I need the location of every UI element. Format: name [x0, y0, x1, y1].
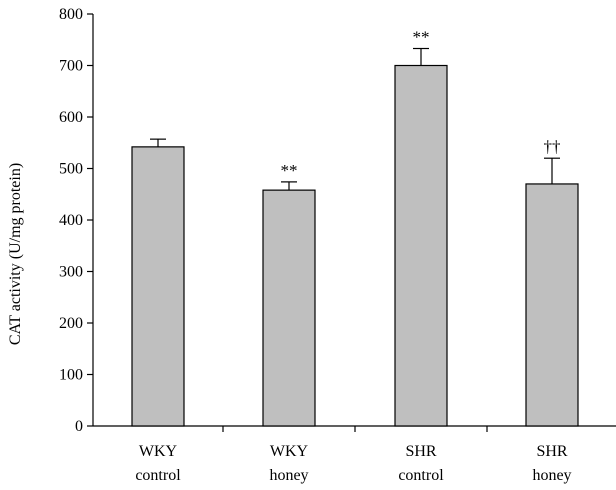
y-tick-label: 100: [59, 367, 83, 384]
x-tick-label: WKY: [270, 443, 309, 460]
y-tick-label: 700: [59, 58, 83, 75]
significance-label: **: [413, 28, 430, 47]
x-tick-label: SHR: [405, 443, 436, 460]
bar: [262, 189, 316, 427]
y-tick-label: 400: [59, 212, 83, 229]
y-tick-label: 200: [59, 315, 83, 332]
x-tick-label: honey: [269, 467, 308, 484]
bar: [525, 183, 579, 427]
bar: [394, 64, 448, 427]
y-tick-label: 500: [59, 161, 83, 178]
x-tick-label: control: [398, 467, 444, 484]
y-tick-label: 300: [59, 264, 83, 281]
plot-area: 0 100 200 300 400 500 600 700 800 WKY control ** WKY…: [59, 6, 616, 484]
x-tick-label: WKY: [139, 443, 178, 460]
y-tick-label: 600: [59, 109, 83, 126]
bar: [131, 146, 185, 427]
y-axis-label: CAT activity (U/mg protein): [7, 163, 24, 345]
x-tick-label: control: [135, 467, 181, 484]
significance-label: ††: [544, 137, 561, 156]
significance-label: **: [281, 161, 298, 180]
x-tick-label: honey: [532, 467, 571, 484]
y-tick-label: 0: [75, 418, 83, 435]
x-tick-label: SHR: [536, 443, 567, 460]
y-tick-label: 800: [59, 6, 83, 23]
